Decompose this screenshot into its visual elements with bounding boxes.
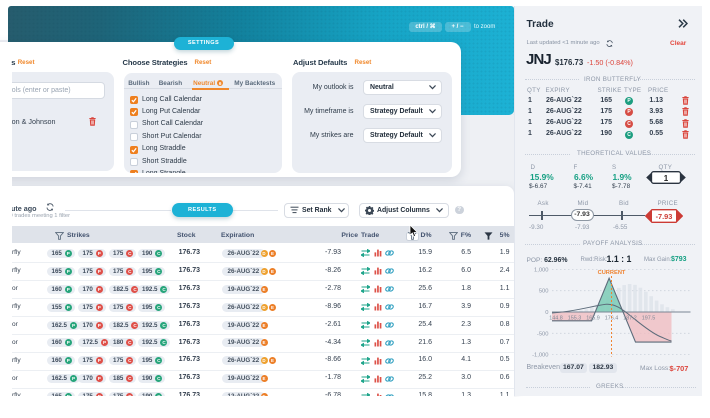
svg-text:0: 0 xyxy=(545,310,548,316)
svg-text:1: 1 xyxy=(664,174,669,183)
svg-text:144.8: 144.8 xyxy=(549,316,563,322)
svg-text:187.2: 187.2 xyxy=(623,316,637,322)
svg-text:500: 500 xyxy=(539,289,549,295)
svg-text:1,000: 1,000 xyxy=(534,267,549,273)
svg-text:197.5: 197.5 xyxy=(642,316,656,322)
svg-text:-1,000: -1,000 xyxy=(532,353,548,359)
svg-text:CURRENT: CURRENT xyxy=(598,270,626,276)
svg-text:-500: -500 xyxy=(537,331,549,337)
svg-text:176.4: 176.4 xyxy=(605,316,619,322)
svg-text:155.3: 155.3 xyxy=(568,316,582,322)
svg-text:165.9: 165.9 xyxy=(586,316,600,322)
svg-text:-7.93: -7.93 xyxy=(655,211,672,220)
